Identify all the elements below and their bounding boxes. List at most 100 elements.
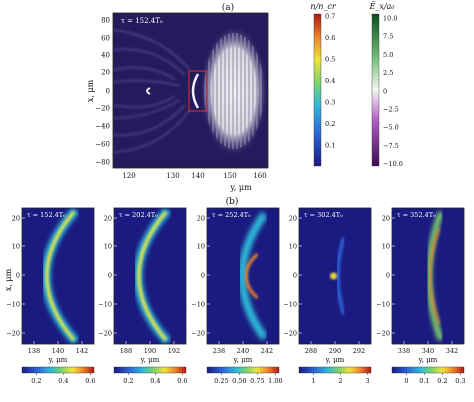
- subpanel-2: τ = 202.4T₀ 20 10 0 −10 −20 188 190 192 y, μm 0.2 0…: [98, 207, 188, 385]
- subpanel-xtick-label: 188: [120, 347, 132, 355]
- panel-a-plot: [113, 13, 268, 168]
- panel-a-ytick-label: −60: [95, 141, 110, 149]
- subpanel-ytick-label: 10: [197, 243, 205, 251]
- subpanel-ytick-label: −10: [283, 301, 297, 309]
- density-shell: [335, 237, 346, 315]
- subpanel-colorbar-tick: 0.75: [250, 377, 264, 385]
- panel-a-xtick-label: 140: [191, 172, 204, 180]
- panel-a-y-ticks: 80 60 40 20 0 −20 −40 −60 −80: [95, 17, 116, 167]
- density-colorbar-ticks: 0.7 0.6 0.5 0.4 0.3 0.2 0.1: [325, 13, 335, 150]
- subpanel-colorbar-tick: 0.3: [455, 377, 465, 385]
- subpanel-colorbar: [206, 366, 280, 374]
- panel-a-xtick-label: 160: [253, 172, 266, 180]
- panel-a-tau: τ = 152.4T₀: [121, 17, 163, 25]
- subpanel-5: τ = 352.4T₀ 20 10 0 −10 −20 338 340 342 y, μm 0 0.1…: [376, 207, 466, 385]
- subpanel-colorbar: [298, 366, 372, 374]
- density-shell-core: [137, 211, 167, 341]
- panel-a-xtick-label: 120: [122, 172, 135, 180]
- panel-a-ytick-label: −40: [95, 123, 110, 131]
- subpanel-colorbar-tick: 0.6: [177, 377, 187, 385]
- panel-a-xtick-label: 130: [166, 172, 179, 180]
- subpanel-xtick-label: 340: [422, 347, 434, 355]
- density-colorbar-tick: 0.3: [325, 99, 335, 107]
- field-colorbar-tick: 10.0: [383, 15, 397, 23]
- subpanel-xtick-label: 292: [353, 347, 365, 355]
- subpanel-xtick-label: 288: [305, 347, 317, 355]
- subpanel-xlabel: y, μm: [140, 356, 160, 364]
- subpanel-ytick-label: −10: [6, 301, 20, 309]
- panel-a-shock-front: [146, 87, 151, 95]
- panel-a-xtick-label: 150: [223, 172, 236, 180]
- subpanel-xtick-label: 238: [213, 347, 225, 355]
- subpanel-xlabel: y, μm: [418, 356, 438, 364]
- field-colorbar-tick: 2.5: [383, 69, 393, 77]
- density-shell-core: [429, 227, 441, 325]
- field-colorbar-tick: −7.5: [383, 142, 399, 150]
- subpanel-colorbar-tick: 0.4: [58, 377, 68, 385]
- subpanel-plot: [207, 208, 279, 344]
- subpanel-xtick-label: 342: [446, 347, 458, 355]
- subpanel-colorbar-tick: 2: [338, 377, 342, 385]
- panel-a-ytick-label: −20: [95, 105, 110, 113]
- plasma-filaments: [113, 29, 191, 153]
- subpanel-ytick-label: −20: [6, 330, 20, 338]
- density-colorbar-tick: 0.5: [325, 56, 335, 64]
- subpanel-ytick-label: 20: [289, 215, 297, 223]
- subpanel-xtick-label: 240: [237, 347, 249, 355]
- subpanel-ytick-label: −20: [191, 330, 205, 338]
- subpanel-xlabel: y, μm: [325, 356, 345, 364]
- density-colorbar-tick: 0.2: [325, 120, 335, 128]
- subpanel-ytick-label: −20: [98, 330, 112, 338]
- subpanel-ytick-label: 20: [12, 215, 20, 223]
- subpanel-ytick-label: 10: [12, 243, 20, 251]
- panel-a-crescent: [191, 73, 200, 109]
- density-shell: [426, 210, 444, 342]
- subpanel-xtick-label: 142: [76, 347, 88, 355]
- field-colorbar-tick: −5.0: [383, 124, 399, 132]
- field-colorbar-tick: 7.5: [383, 33, 393, 41]
- subpanel-xlabel: y, μm: [48, 356, 68, 364]
- subpanel-colorbar: [113, 366, 187, 374]
- field-colorbar-title: Ẽ_x/a₀: [368, 2, 395, 11]
- panel-b-label: (b): [226, 196, 239, 207]
- panel-a-x-ticks: 120 130 140 150 160: [122, 165, 267, 180]
- subpanel-ytick-label: −10: [191, 301, 205, 309]
- subpanel-ytick-label: 0: [16, 272, 20, 280]
- subpanel-xtick-label: 190: [144, 347, 156, 355]
- panel-a-xlabel: y, μm: [229, 183, 252, 192]
- density-shell-core: [45, 211, 75, 341]
- density-colorbar-title: n/n_cr: [310, 2, 336, 11]
- subpanel-xtick-label: 192: [168, 347, 180, 355]
- density-shell-core: [244, 252, 259, 300]
- subpanel-colorbar-tick: 1.00: [268, 377, 282, 385]
- subpanel-ytick-label: 20: [382, 215, 390, 223]
- subpanel-4: τ = 302.4T₀ 20 10 0 −10 −20 288 290 292 y, μm 1 2 3: [283, 207, 372, 385]
- subpanel-ytick-label: −20: [376, 330, 390, 338]
- subpanel-ytick-label: 0: [201, 272, 205, 280]
- subpanel-xtick-label: 290: [329, 347, 341, 355]
- subpanel-ytick-label: 0: [108, 272, 112, 280]
- density-colorbar-tick: 0.4: [325, 77, 335, 85]
- subpanel-ytick-label: 10: [104, 243, 112, 251]
- subpanel-tau: τ = 352.4T₀: [397, 211, 436, 219]
- subpanel-colorbar-tick: 0.4: [150, 377, 160, 385]
- panel-a-ytick-label: 20: [101, 69, 110, 77]
- subpanel-plot: [114, 208, 186, 344]
- panel-a-ytick-label: 80: [101, 17, 110, 25]
- field-colorbar-tick: −10.0: [383, 160, 403, 168]
- subpanel-colorbar: [391, 366, 465, 374]
- subpanel-colorbar-tick: 0.50: [232, 377, 246, 385]
- subpanel-ytick-label: 0: [293, 272, 297, 280]
- subpanel-ytick-label: 10: [289, 243, 297, 251]
- subpanel-xtick-label: 242: [261, 347, 273, 355]
- subpanel-plot: [22, 208, 94, 344]
- panel-a-ytick-label: 60: [101, 35, 110, 43]
- subpanel-tau: τ = 152.4T₀: [27, 211, 66, 219]
- density-colorbar-tick: 0.1: [325, 142, 335, 150]
- field-colorbar-tick: −2.5: [383, 106, 399, 114]
- subpanel-xtick-label: 338: [398, 347, 410, 355]
- subpanel-xtick-label: 140: [52, 347, 64, 355]
- subpanel-colorbar-tick: 0.2: [31, 377, 41, 385]
